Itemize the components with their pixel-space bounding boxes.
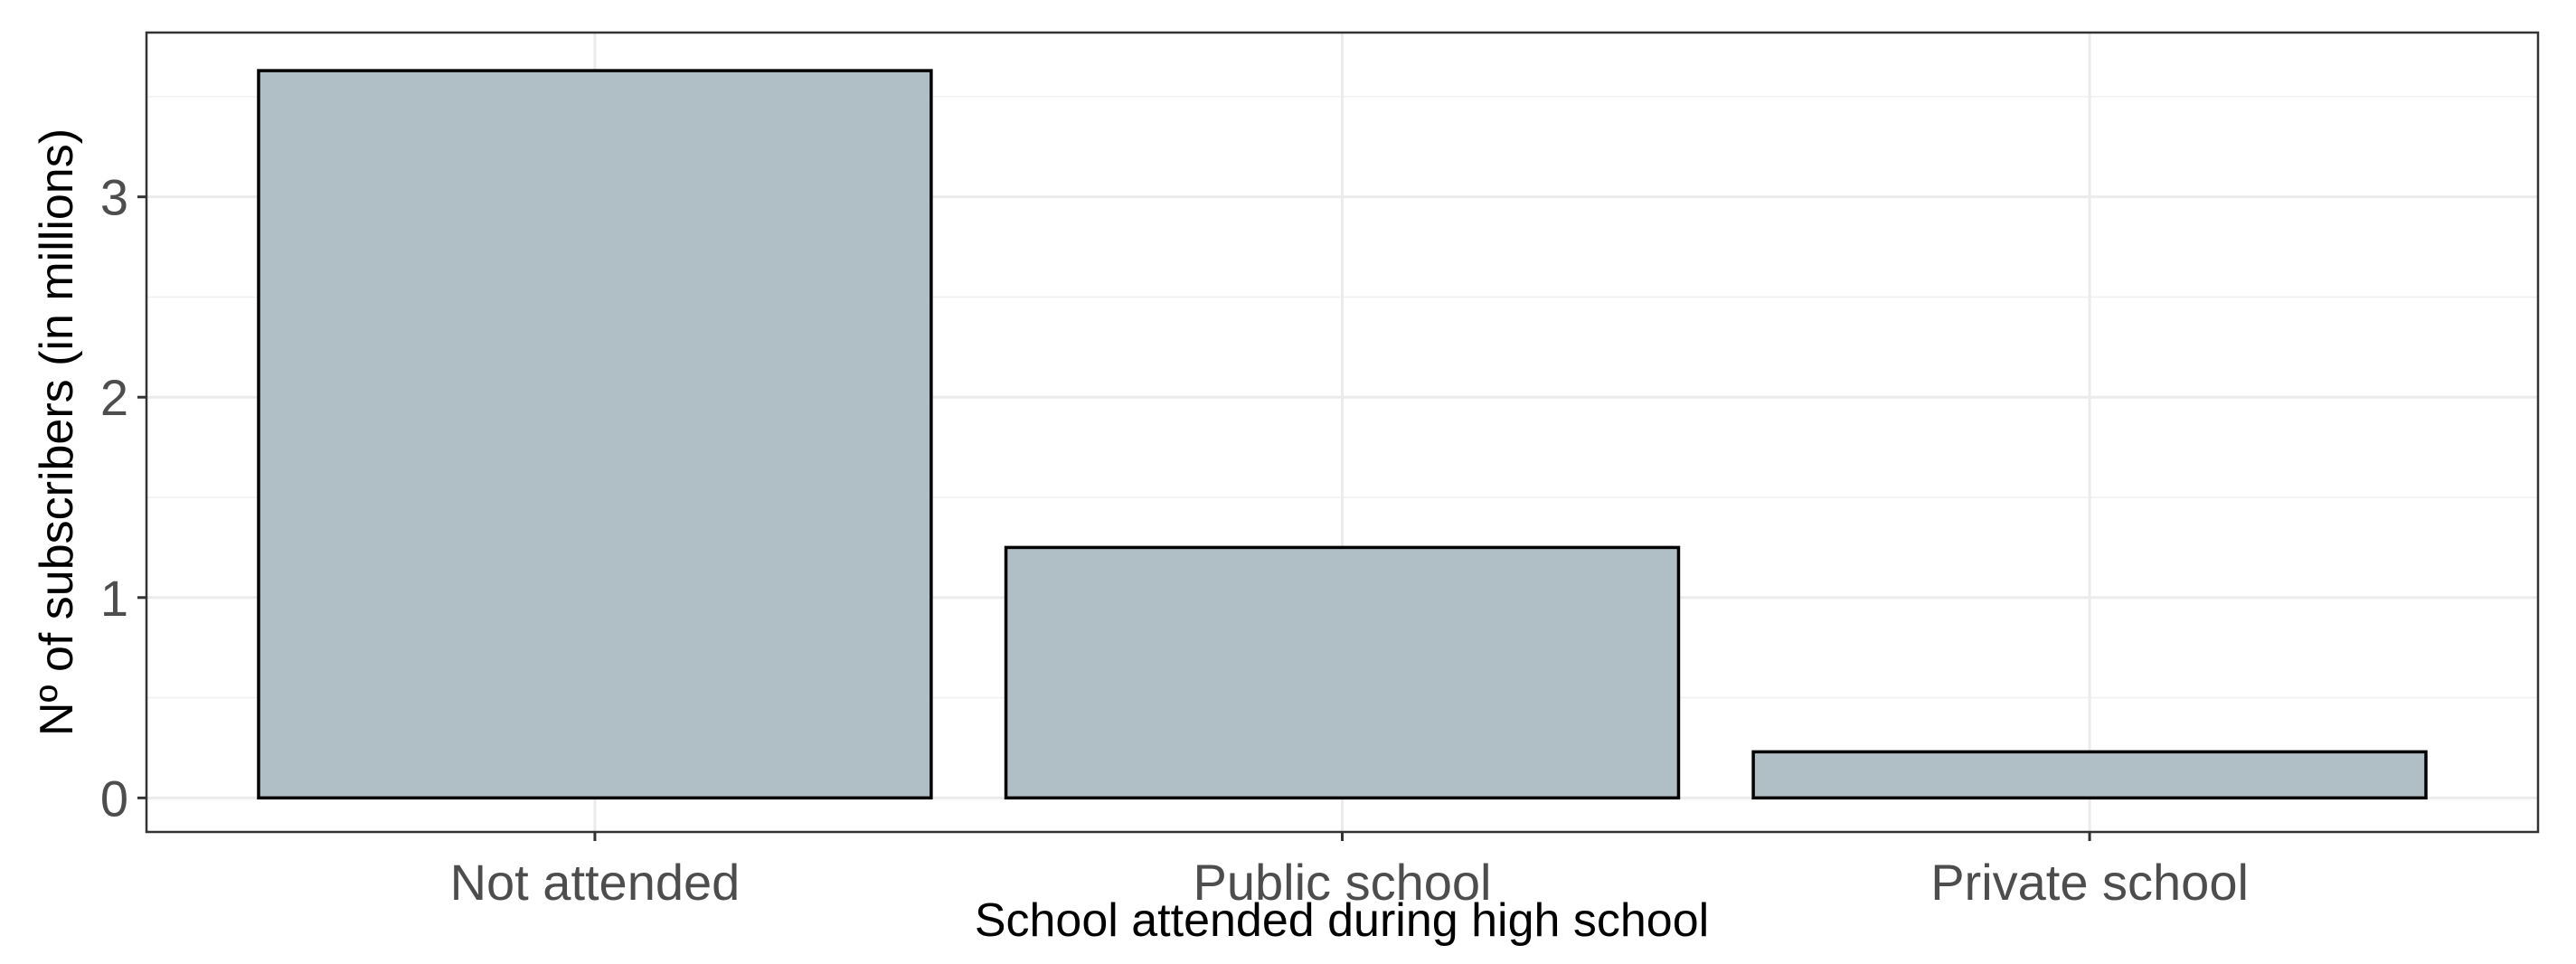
x-axis-title: School attended during high school [975, 894, 1709, 947]
y-tick-label: 1 [100, 570, 128, 627]
x-tick-label: Private school [1930, 854, 2249, 911]
y-axis: 0 1 2 3 [100, 169, 146, 827]
bar-public-school [1004, 545, 1681, 800]
x-tick-label: Not attended [450, 854, 741, 911]
y-tick-label: 0 [100, 770, 128, 827]
x-tick-label: Public school [1194, 854, 1492, 911]
bar-private-school [1751, 750, 2428, 800]
y-tick-label: 3 [100, 169, 128, 226]
bar-not-attended [257, 69, 933, 800]
x-axis: Not attended Public school Private school [450, 832, 2249, 911]
y-axis-title: Nº of subscribers (in millions) [31, 128, 83, 736]
y-tick-label: 2 [100, 369, 128, 426]
bars [257, 69, 2428, 800]
